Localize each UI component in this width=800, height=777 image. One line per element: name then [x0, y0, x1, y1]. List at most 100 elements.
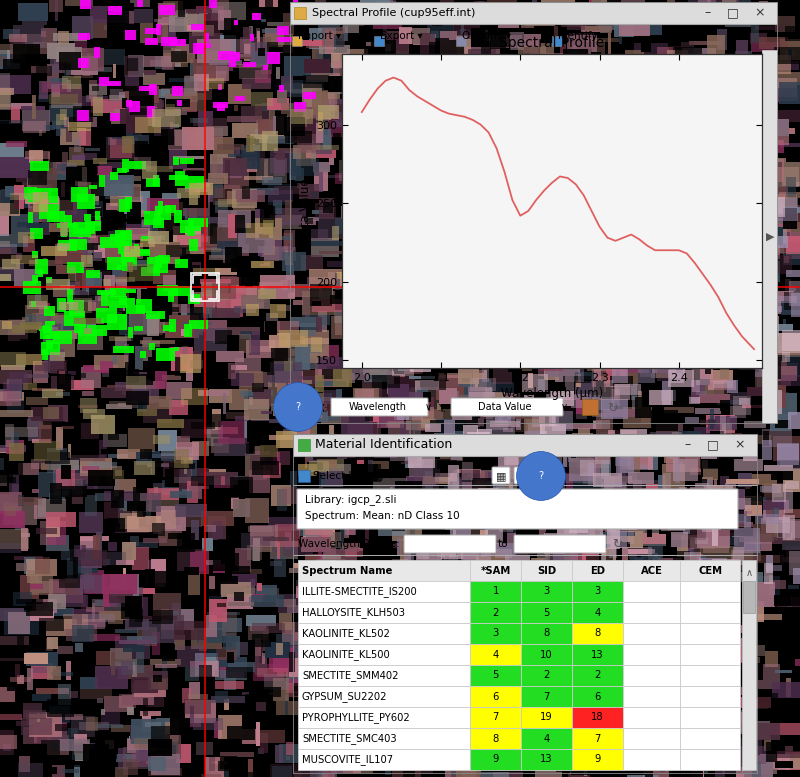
Bar — [0, 241, 10, 247]
Bar — [123, 242, 143, 260]
Bar — [57, 298, 66, 312]
Bar — [392, 612, 404, 618]
Bar — [126, 738, 139, 753]
Bar — [530, 650, 563, 673]
Bar — [611, 145, 640, 152]
Bar — [454, 167, 461, 175]
Bar — [34, 259, 49, 275]
Bar — [571, 551, 591, 572]
Bar — [47, 636, 58, 650]
Bar — [514, 604, 518, 608]
Bar — [530, 641, 540, 660]
Bar — [352, 500, 363, 515]
Bar — [570, 637, 590, 649]
Bar — [274, 148, 302, 153]
Bar — [35, 284, 60, 287]
Bar — [538, 482, 562, 486]
Bar — [215, 201, 228, 214]
Bar — [767, 110, 800, 122]
Bar — [724, 239, 737, 262]
Bar — [116, 279, 146, 290]
Bar — [545, 476, 552, 494]
Bar — [559, 292, 581, 299]
Bar — [628, 449, 658, 470]
Bar — [165, 94, 180, 116]
Bar — [108, 33, 121, 43]
Bar — [536, 500, 566, 509]
Bar — [518, 64, 545, 68]
Bar — [648, 270, 664, 294]
Bar — [115, 372, 147, 391]
Bar — [108, 542, 117, 551]
Bar — [226, 667, 254, 678]
Bar — [106, 471, 111, 484]
Bar — [294, 683, 321, 696]
Bar — [582, 673, 602, 690]
Bar — [30, 712, 50, 726]
Bar — [192, 441, 209, 456]
Bar — [298, 728, 470, 749]
Bar — [450, 103, 460, 110]
Bar — [358, 713, 382, 729]
Bar — [302, 578, 316, 585]
Bar — [27, 183, 42, 204]
Bar — [469, 584, 494, 600]
Bar — [0, 687, 15, 702]
Bar — [574, 94, 606, 104]
Bar — [516, 596, 534, 607]
Bar — [714, 433, 742, 443]
Bar — [166, 382, 193, 399]
Bar — [693, 608, 725, 613]
Bar — [275, 67, 280, 79]
Bar — [0, 735, 18, 748]
Bar — [143, 114, 154, 126]
Bar — [97, 166, 112, 176]
Bar — [689, 40, 722, 45]
Bar — [730, 58, 747, 68]
Bar — [619, 224, 629, 235]
Bar — [438, 375, 462, 392]
Bar — [490, 639, 524, 642]
Bar — [423, 476, 450, 483]
Bar — [581, 252, 592, 260]
Bar — [769, 198, 798, 221]
Bar — [783, 515, 795, 540]
Bar — [517, 412, 521, 430]
Bar — [444, 485, 459, 497]
Bar — [347, 96, 353, 106]
Bar — [436, 109, 458, 118]
Bar — [616, 455, 634, 473]
Bar — [593, 12, 599, 19]
Bar — [735, 105, 766, 128]
Bar — [94, 159, 107, 164]
Bar — [587, 537, 603, 545]
Bar — [546, 176, 575, 193]
Bar — [415, 382, 420, 399]
Bar — [266, 313, 278, 321]
Bar — [748, 601, 764, 622]
Bar — [782, 352, 790, 362]
Bar — [159, 7, 170, 12]
Bar — [150, 675, 158, 682]
Bar — [619, 573, 626, 582]
Bar — [510, 469, 518, 491]
Text: ED: ED — [590, 566, 605, 576]
Bar — [742, 108, 754, 120]
Bar — [216, 647, 237, 660]
Bar — [550, 174, 554, 188]
Bar — [308, 598, 330, 611]
Bar — [731, 319, 745, 324]
Bar — [122, 159, 129, 172]
Bar — [106, 203, 127, 210]
Bar — [152, 109, 182, 127]
Bar — [433, 423, 450, 437]
Bar — [409, 284, 438, 291]
Bar — [681, 535, 701, 554]
Bar — [784, 256, 789, 263]
Bar — [418, 516, 446, 519]
Bar — [286, 743, 293, 755]
Bar — [574, 137, 600, 162]
Bar — [468, 49, 495, 62]
Bar — [107, 307, 126, 312]
Bar — [108, 454, 129, 458]
